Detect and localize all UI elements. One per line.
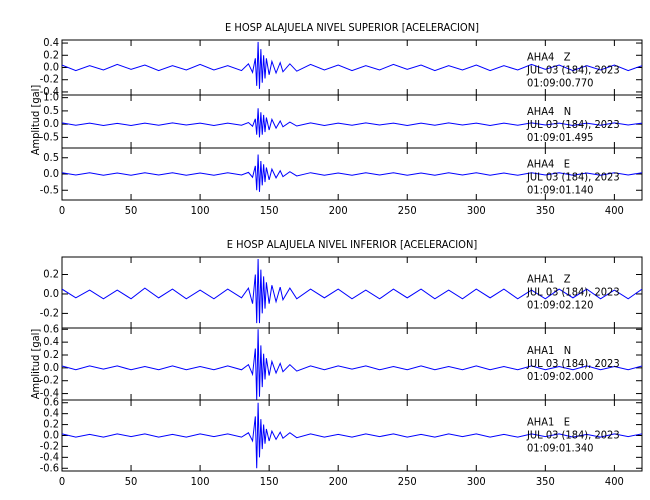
station-label: AHA4 E [527,158,570,171]
chart-title: E HOSP ALAJUELA NIVEL INFERIOR [ACELERAC… [227,238,478,251]
x-tick-label: 300 [467,204,486,217]
time-label: 01:09:00.770 [527,77,593,90]
y-axis-label: Amplitud [gal] [29,329,42,400]
x-tick-label: 150 [260,204,279,217]
y-tick-label: -0.4 [40,387,59,400]
x-tick-label: 300 [467,475,486,488]
y-tick-label: 0.6 [43,322,59,335]
x-tick-label: 100 [191,475,210,488]
time-label: 01:09:01.495 [527,131,593,144]
y-tick-label: 0.2 [43,418,59,431]
time-label: 01:09:02.120 [527,299,593,312]
time-label: 01:09:01.140 [527,184,593,197]
y-tick-label: 0.0 [43,287,59,300]
waveform [62,154,642,192]
x-tick-label: 0 [59,204,65,217]
y-tick-label: -0.5 [40,183,59,196]
waveform [62,258,642,324]
y-axis-label: Amplitud [gal] [29,85,42,156]
x-tick-label: 400 [605,204,624,217]
y-tick-label: 0.4 [43,36,59,49]
y-tick-label: 0.4 [43,407,59,420]
date-label: JUL 03 (184), 2023 [526,171,620,184]
y-tick-label: -0.4 [40,85,59,98]
time-label: 01:09:02.000 [527,370,593,383]
y-tick-label: -0.4 [40,450,59,463]
station-label: AHA4 Z [527,51,571,64]
y-tick-label: 0.0 [43,117,59,130]
station-label: AHA1 Z [527,273,571,286]
y-tick-label: 0.5 [43,151,59,164]
y-tick-label: 0.2 [43,48,59,61]
station-label: AHA1 E [527,416,570,429]
waveform [62,402,642,469]
waveform [62,108,642,138]
chart-title: E HOSP ALAJUELA NIVEL SUPERIOR [ACELERAC… [225,21,479,34]
x-tick-label: 400 [605,475,624,488]
y-tick-label: 0.0 [43,61,59,74]
y-tick-label: 0.2 [43,348,59,361]
x-tick-label: 200 [329,475,348,488]
y-tick-label: -0.2 [40,73,59,86]
date-label: JUL 03 (184), 2023 [526,429,620,442]
time-label: 01:09:01.340 [527,442,593,455]
y-tick-label: -0.2 [40,306,59,319]
station-label: AHA1 N [527,344,571,357]
y-tick-label: 0.0 [43,361,59,374]
y-tick-label: -0.2 [40,374,59,387]
x-tick-label: 100 [191,204,210,217]
y-tick-label: -0.6 [40,461,59,474]
y-tick-label: -0.2 [40,439,59,452]
y-tick-label: 0.5 [43,104,59,117]
date-label: JUL 03 (184), 2023 [526,357,620,370]
x-tick-label: 250 [398,204,417,217]
x-tick-label: 50 [125,204,138,217]
x-tick-label: 250 [398,475,417,488]
station-label: AHA4 N [527,105,571,118]
y-tick-label: 0.2 [43,268,59,281]
x-tick-label: 350 [536,475,555,488]
waveform [62,329,642,400]
waveform [62,41,642,89]
x-tick-label: 50 [125,475,138,488]
y-tick-label: 0.6 [43,396,59,409]
y-tick-label: 0.4 [43,335,59,348]
y-tick-label: 0.0 [43,167,59,180]
y-tick-label: -0.5 [40,130,59,143]
date-label: JUL 03 (184), 2023 [526,118,620,131]
x-tick-label: 200 [329,204,348,217]
date-label: JUL 03 (184), 2023 [526,286,620,299]
x-tick-label: 0 [59,475,65,488]
x-tick-label: 350 [536,204,555,217]
x-tick-label: 150 [260,475,279,488]
date-label: JUL 03 (184), 2023 [526,64,620,77]
y-tick-label: 1.0 [43,91,59,104]
y-tick-label: 0.0 [43,429,59,442]
